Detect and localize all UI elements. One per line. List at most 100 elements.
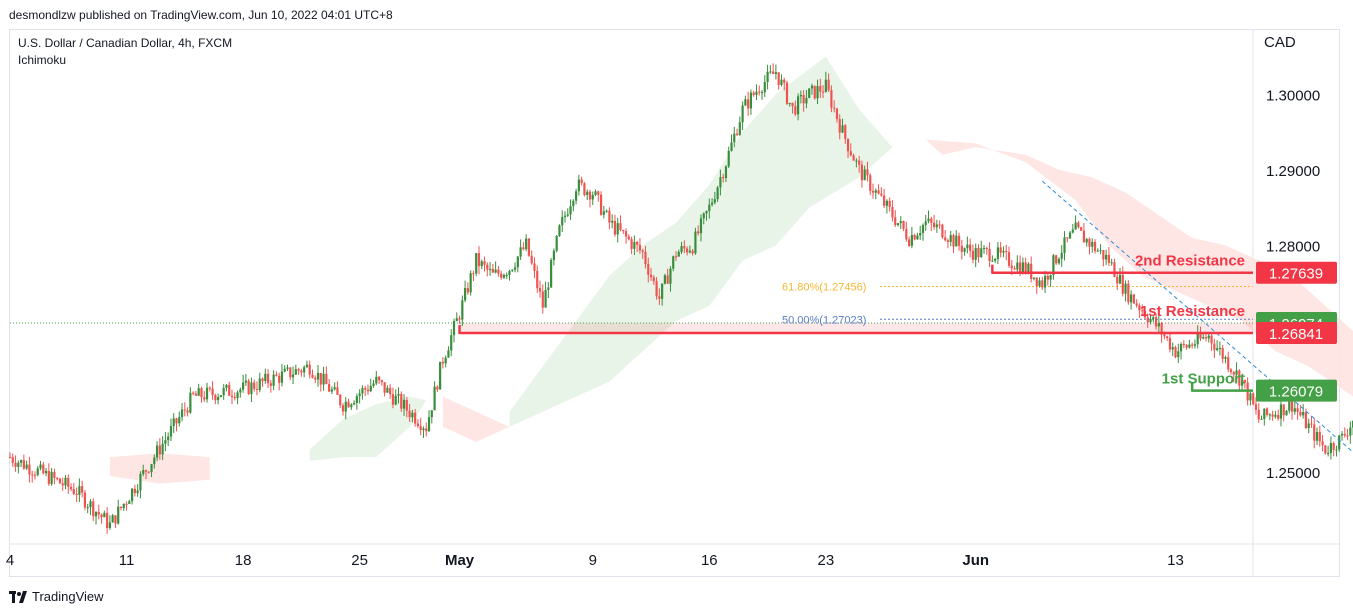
candle <box>738 116 741 136</box>
candle <box>858 155 861 173</box>
candle-body <box>655 281 658 297</box>
candle-body <box>949 235 952 242</box>
candle <box>1154 313 1158 330</box>
candle <box>860 160 864 188</box>
candle-body <box>322 373 325 385</box>
candle <box>1030 256 1033 283</box>
candle-body <box>1077 222 1080 228</box>
candle-body <box>752 92 755 95</box>
candle-body <box>813 85 816 99</box>
candle-body <box>1043 275 1047 288</box>
price-badge-1st-support: 1.26079 <box>1256 379 1337 402</box>
candle-body <box>630 239 633 249</box>
candle-body <box>336 387 339 395</box>
candle <box>708 198 711 219</box>
candle <box>397 387 400 404</box>
candle-body <box>905 228 908 240</box>
candle-body <box>411 412 414 418</box>
candle-body <box>180 409 184 418</box>
candle <box>941 223 944 239</box>
candle <box>641 248 644 259</box>
candle <box>677 249 680 257</box>
candle <box>430 410 433 424</box>
candle-body <box>361 388 364 394</box>
candle-body <box>1168 338 1172 350</box>
candle <box>391 387 395 409</box>
candle-body <box>269 383 272 386</box>
candle <box>716 185 719 202</box>
candle-body <box>830 90 833 108</box>
candle <box>1043 270 1047 293</box>
x-tick-label: 9 <box>589 552 597 569</box>
candle-body <box>1274 414 1277 417</box>
candle-body <box>899 221 902 224</box>
candle <box>491 264 494 273</box>
candle-body <box>1327 453 1330 455</box>
candle <box>1196 325 1199 349</box>
candle-body <box>89 501 92 508</box>
candle <box>319 372 322 392</box>
candle <box>486 262 489 277</box>
chart-frame <box>9 29 1340 577</box>
candle-body <box>155 445 159 458</box>
candle <box>611 214 614 229</box>
candle <box>910 226 913 249</box>
candle <box>247 378 250 396</box>
candle-body <box>1091 241 1094 247</box>
candle-body <box>760 92 764 94</box>
candle <box>402 394 406 416</box>
candle <box>1179 342 1183 360</box>
x-tick-label: 16 <box>701 552 718 569</box>
candle-body <box>475 253 478 274</box>
candle <box>577 174 580 196</box>
candle-body <box>194 393 198 396</box>
candle <box>1071 224 1074 234</box>
candle <box>194 391 198 396</box>
candle-body <box>164 440 167 444</box>
candle-body <box>25 464 28 469</box>
candle-body <box>1063 237 1066 253</box>
candle-body <box>1321 441 1324 446</box>
candle-body <box>1074 222 1077 230</box>
candle <box>1263 408 1266 426</box>
candle <box>172 413 175 433</box>
candle-body <box>1066 237 1069 239</box>
candle-body <box>258 378 261 390</box>
candle <box>53 468 56 485</box>
candle <box>747 91 750 116</box>
candle-body <box>658 296 661 299</box>
price-badge-1st-resistance-text: 1.26841 <box>1269 326 1323 343</box>
candle <box>921 223 925 241</box>
candle-body <box>522 247 525 250</box>
candle <box>1113 258 1116 278</box>
candle-body <box>1110 262 1113 264</box>
candle <box>946 238 950 249</box>
candle <box>81 480 84 498</box>
candle-body <box>722 177 725 179</box>
candle-body <box>261 378 264 382</box>
candle-body <box>266 373 270 384</box>
candle-body <box>699 218 703 234</box>
candle <box>849 143 852 157</box>
candle <box>785 80 789 106</box>
candle <box>178 411 181 427</box>
candle <box>833 100 836 113</box>
candle-body <box>902 221 905 229</box>
candle-body <box>405 399 408 411</box>
candle <box>955 230 958 247</box>
candle <box>619 215 622 232</box>
candle <box>1185 344 1188 350</box>
candle-body <box>708 204 711 212</box>
candle-body <box>400 393 403 409</box>
candle <box>1124 280 1127 302</box>
candle <box>222 384 225 400</box>
candle-body <box>1221 347 1224 359</box>
candle-body <box>158 445 161 455</box>
candle-body <box>855 160 858 162</box>
candle-body <box>552 250 555 261</box>
candle <box>236 390 239 405</box>
tradingview-brand[interactable]: TradingView <box>9 589 104 604</box>
candle <box>261 377 264 387</box>
candle <box>31 470 34 483</box>
